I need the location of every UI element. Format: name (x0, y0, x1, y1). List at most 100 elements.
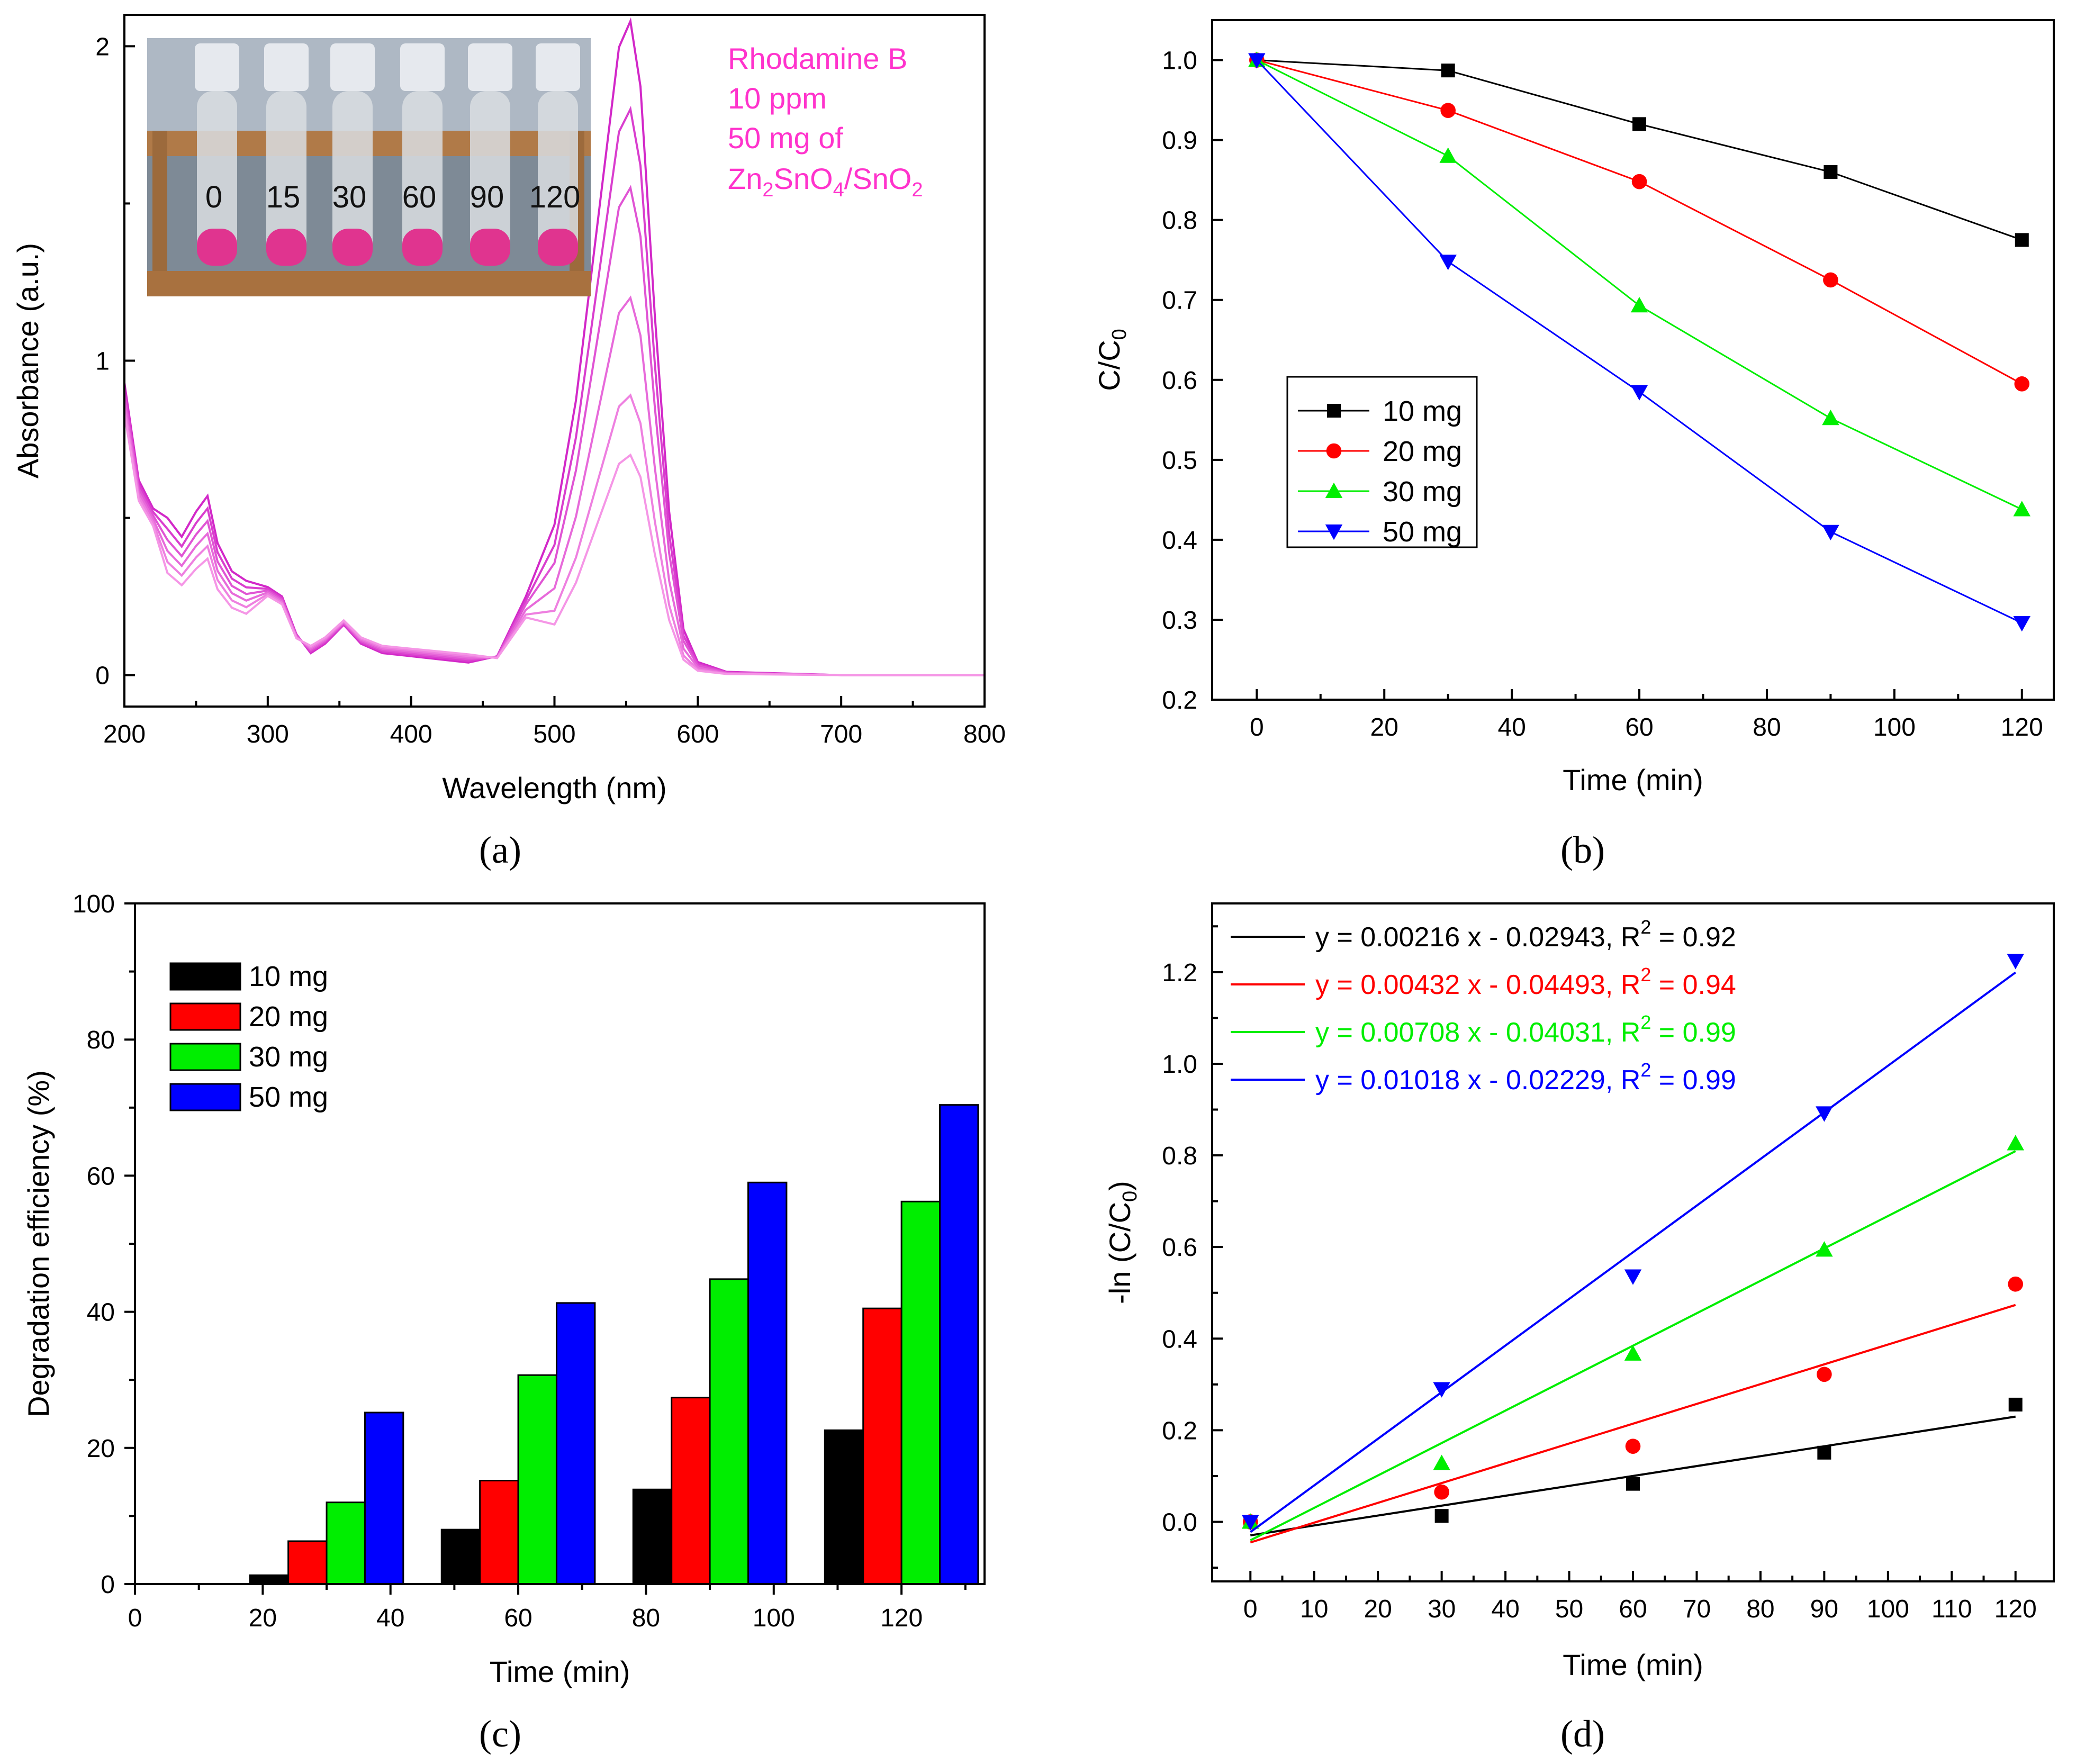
bar (326, 1501, 366, 1585)
x-axis-label: Wavelength (nm) (442, 771, 666, 804)
tube-liquid (332, 229, 373, 266)
spectrum-curve (123, 295, 985, 676)
data-point (1822, 410, 1839, 426)
data-point (1816, 1241, 1833, 1257)
panel-label-b: (b) (1560, 829, 1605, 871)
x-tick-label: 600 (676, 720, 719, 748)
bar (440, 1528, 481, 1585)
y-tick-label: 0.6 (1162, 367, 1197, 395)
fit-equation: y = 0.00432 x - 0.04493, R2 = 0.94 (1315, 964, 1736, 1000)
y-tick-label: 0.5 (1162, 447, 1197, 475)
formula-part: 2 (762, 179, 773, 201)
panel-label-c: (c) (479, 1713, 521, 1755)
data-point (2013, 501, 2031, 517)
panel-b-concentration-chart: 0 20 40 60 80 100 120 0.2 0.3 0.4 0.5 0.6 0.7 0.8 0.9 1… (1093, 19, 2055, 797)
x-tick-label: 500 (533, 720, 575, 748)
x-tick-label: 20 (249, 1604, 277, 1632)
data-point (2013, 616, 2031, 632)
rack-left-post (152, 131, 167, 290)
legend-marker (1327, 404, 1341, 418)
x-tick-label: 120 (2001, 713, 2043, 741)
y-tick-label: 20 (87, 1435, 115, 1463)
fit-line (1250, 1304, 2016, 1544)
x-tick-label: 110 (1931, 1595, 1972, 1623)
bar (555, 1302, 596, 1585)
y-tick-label: 0.8 (1162, 1142, 1197, 1170)
fit-line (1250, 1415, 2016, 1536)
x-tick-label: 0 (1250, 713, 1264, 741)
y-tick-label: 1 (95, 348, 110, 376)
bar (824, 1429, 864, 1585)
formula-part: SnO (774, 162, 833, 195)
legend-label: 50 mg (249, 1081, 328, 1113)
tube-cap (468, 43, 512, 91)
bar (671, 1397, 711, 1585)
x-tick-label: 800 (963, 720, 1006, 748)
formula-part: 4 (833, 179, 844, 201)
data-point (1630, 385, 1648, 401)
legend-swatch (169, 1083, 241, 1111)
y-tick-label: 2 (95, 33, 110, 61)
spectrum-curve (123, 393, 985, 676)
r2-superscript: 2 (1640, 916, 1651, 938)
x-tick-label: 20 (1364, 1595, 1392, 1623)
x-tick-label: 80 (632, 1604, 660, 1632)
tube-cap (264, 43, 309, 91)
data-point (1630, 297, 1648, 313)
tube-cap (536, 43, 580, 91)
data-point (1439, 147, 1457, 163)
panel-d-kinetics-chart: 0 10 20 30 40 50 60 70 80 90 100 110 1200.00.20.40.6… (1103, 902, 2055, 1681)
formula-part: Zn (728, 162, 762, 195)
fit-equation: y = 0.00708 x - 0.04031, R2 = 0.99 (1315, 1011, 1736, 1048)
data-point (2008, 1276, 2024, 1292)
y-tick-label: 0.0 (1162, 1508, 1197, 1536)
tube-label: 15 (266, 180, 301, 214)
x-tick-label: 60 (504, 1604, 532, 1632)
data-point (1625, 1439, 1641, 1454)
x-tick-label: 0 (128, 1604, 142, 1632)
annotation-line: 50 mg of (728, 121, 843, 155)
data-point (2015, 233, 2029, 247)
legend-label: 10 mg (1383, 395, 1462, 427)
y-tick-label: 60 (87, 1162, 115, 1190)
y-tick-label: 1.0 (1162, 47, 1197, 75)
series-line (1256, 59, 2023, 385)
x-tick-label: 40 (376, 1604, 404, 1632)
y-tick-label: 0.2 (1162, 686, 1197, 714)
y-tick-label: 0.7 (1162, 287, 1197, 315)
tube-label: 0 (205, 180, 222, 214)
tube-body (470, 91, 510, 260)
y-tick-label: 0 (101, 1571, 115, 1599)
x-tick-label: 40 (1497, 713, 1526, 741)
y-tick-label: 0.6 (1162, 1234, 1197, 1262)
tube-body (402, 91, 443, 260)
y-axis-label: C/C0 (1093, 329, 1131, 391)
data-point (1632, 117, 1647, 131)
rack-base (147, 271, 591, 296)
legend-label: 30 mg (249, 1041, 328, 1073)
x-tick-label: 40 (1491, 1595, 1519, 1623)
x-axis-label: Time (min) (1563, 763, 1703, 797)
data-point (1626, 1477, 1640, 1491)
fit-equation: y = 0.00216 x - 0.02943, R2 = 0.92 (1315, 916, 1736, 953)
x-tick-label: 100 (1873, 713, 1916, 741)
legend-label: 20 mg (249, 1001, 328, 1033)
data-point (1434, 1484, 1449, 1500)
panel-label-a: (a) (479, 829, 521, 871)
data-point (1817, 1367, 1832, 1382)
data-point (1817, 1445, 1831, 1460)
annotation-line: Rhodamine B (728, 42, 907, 75)
r2-superscript: 2 (1640, 1011, 1651, 1033)
data-point (1434, 1509, 1449, 1523)
panel-c-degradation-bar-chart: 0 20 40 60 80 100 120 0 20 40 60 80 100 Time (min) Deg… (22, 890, 986, 1688)
x-tick-label: 0 (1243, 1595, 1258, 1623)
series-line (1257, 59, 2023, 241)
x-tick-label: 60 (1619, 1595, 1647, 1623)
tube-cap (330, 43, 375, 91)
data-point (1824, 165, 1838, 179)
data-point (1624, 1269, 1642, 1285)
tube-label: 120 (529, 180, 581, 214)
x-tick-label: 80 (1746, 1595, 1774, 1623)
r2-value: = 0.99 (1651, 1065, 1736, 1096)
